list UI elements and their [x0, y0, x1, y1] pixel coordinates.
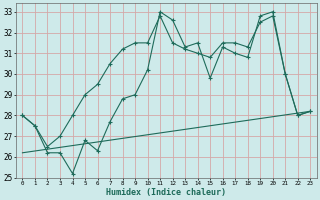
X-axis label: Humidex (Indice chaleur): Humidex (Indice chaleur) — [106, 188, 226, 197]
